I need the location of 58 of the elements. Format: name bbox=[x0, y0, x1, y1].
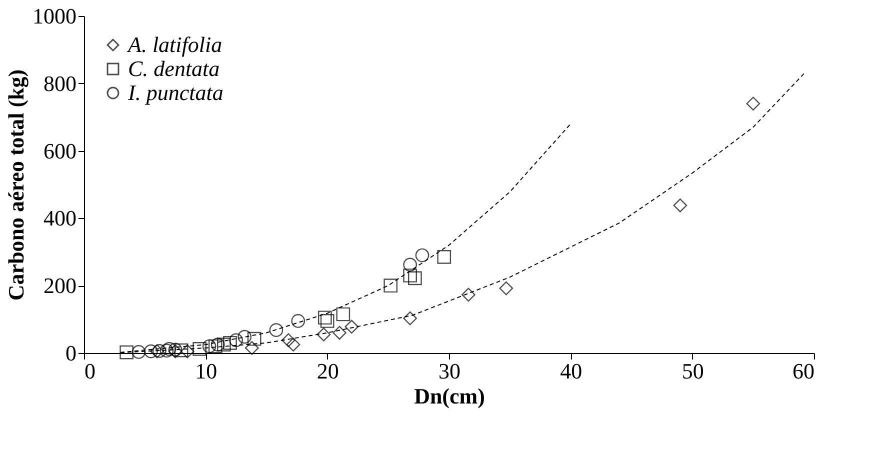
point bbox=[150, 344, 164, 358]
x-tick-label: 60 bbox=[792, 358, 814, 384]
point bbox=[202, 339, 216, 354]
point bbox=[286, 338, 300, 352]
y-tick-label: 200 bbox=[44, 273, 76, 298]
point bbox=[162, 342, 176, 356]
point bbox=[244, 341, 259, 355]
legend-label: C. dentata bbox=[128, 56, 220, 81]
point bbox=[291, 314, 306, 328]
point bbox=[281, 333, 296, 348]
y-tick-label: 1000 bbox=[32, 4, 76, 28]
x-tick-label: 10 bbox=[195, 358, 218, 384]
point bbox=[208, 339, 222, 354]
point bbox=[437, 250, 452, 264]
y-tick-label: 600 bbox=[44, 138, 76, 164]
point bbox=[344, 320, 359, 334]
point bbox=[269, 323, 284, 337]
point bbox=[318, 310, 332, 325]
point bbox=[132, 345, 146, 359]
point bbox=[320, 314, 334, 328]
legend-label: I. punctata bbox=[127, 80, 224, 105]
point bbox=[462, 288, 476, 302]
point bbox=[223, 336, 237, 350]
x-tick-label: 50 bbox=[682, 358, 704, 384]
y-axis-title: Carbono aéreo total (kg) bbox=[4, 69, 28, 301]
point bbox=[499, 281, 514, 296]
point bbox=[316, 328, 331, 342]
point bbox=[408, 271, 422, 286]
point bbox=[403, 311, 417, 326]
point bbox=[152, 344, 166, 358]
point bbox=[415, 248, 430, 262]
point bbox=[192, 342, 207, 356]
point bbox=[247, 332, 262, 346]
x-tick-label: 40 bbox=[560, 358, 582, 384]
point bbox=[238, 330, 252, 344]
point bbox=[673, 198, 688, 212]
point bbox=[336, 307, 350, 322]
point bbox=[160, 344, 174, 358]
point bbox=[180, 344, 194, 358]
point bbox=[384, 278, 398, 293]
point bbox=[216, 338, 231, 352]
point bbox=[210, 338, 225, 352]
point bbox=[403, 258, 417, 272]
y-tick-label: 400 bbox=[44, 206, 76, 231]
point bbox=[229, 333, 244, 348]
y-tick-label: 0 bbox=[66, 340, 76, 366]
x-tick-label: 20 bbox=[316, 358, 339, 384]
point bbox=[174, 343, 188, 358]
x-tick-label: 0 bbox=[84, 358, 96, 384]
y-tick-label: 800 bbox=[44, 70, 76, 96]
point bbox=[120, 345, 134, 360]
point bbox=[332, 326, 346, 340]
point bbox=[144, 344, 158, 358]
point bbox=[403, 268, 417, 282]
x-axis-title: Dn(cm) bbox=[414, 384, 485, 408]
point bbox=[746, 96, 760, 111]
x-tick-label: 30 bbox=[438, 358, 460, 384]
legend-label: A. latifolia bbox=[126, 32, 222, 57]
